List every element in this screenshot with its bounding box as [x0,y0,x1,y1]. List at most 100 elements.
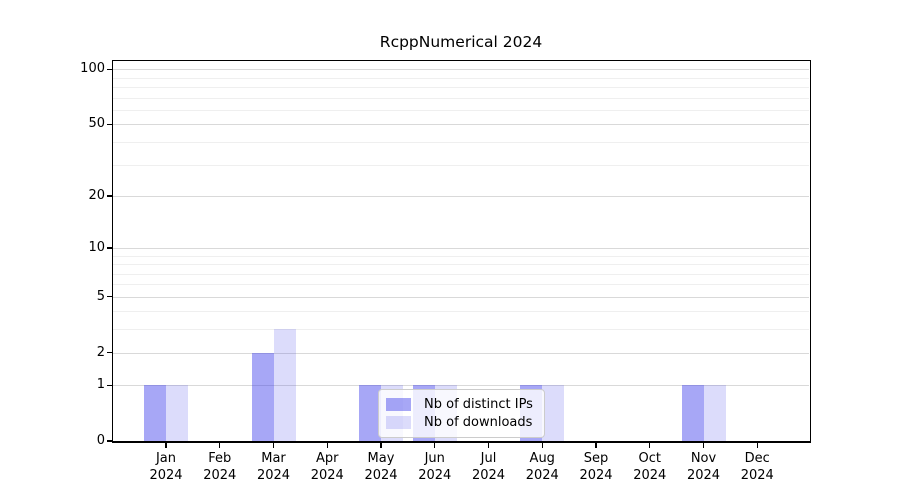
x-tick-year-dec: 2024 [740,467,774,483]
x-tick-mark-dec [756,442,758,448]
y-tick-mark-5 [106,296,113,298]
x-tick-label-apr: Apr 2024 [284,451,370,484]
x-tick-label-sep: Sep 2024 [553,451,639,484]
bar-distinct-ips-may [359,385,381,441]
x-tick-mark-jul [487,442,490,448]
x-tick-month-jul: Jul [480,451,497,466]
x-tick-year-feb: 2024 [203,467,237,483]
x-tick-year-jul: 2024 [471,467,506,483]
x-tick-label-feb: Feb 2024 [177,451,263,484]
x-tick-label-jul: Jul 2024 [446,451,532,484]
x-tick-month-oct: Oct [638,451,661,466]
x-tick-month-apr: Apr [316,451,339,466]
y-tick-label-5: 5 [96,288,105,304]
gridline-minor-80 [113,87,809,89]
gridline-minor-9 [113,255,809,257]
y-tick-mark-0 [106,440,113,442]
x-tick-year-jan: 2024 [149,467,183,483]
x-tick-year-nov: 2024 [686,467,721,483]
x-tick-label-nov: Nov 2024 [661,451,747,484]
x-tick-label-may: May 2024 [338,451,424,484]
y-tick-mark-10 [106,247,113,249]
x-tick-year-aug: 2024 [525,467,559,483]
legend-label-downloads: Nb of downloads [424,414,533,430]
x-tick-mark-mar [272,442,275,448]
x-tick-month-jan: Jan [155,451,177,466]
x-tick-month-dec: Dec [744,451,770,466]
x-tick-mark-feb [219,442,221,448]
plot-area [113,61,809,441]
x-tick-mark-sep [595,442,597,448]
x-tick-year-may: 2024 [364,467,398,483]
bar-distinct-ips-mar [251,352,274,441]
x-tick-year-jun: 2024 [418,467,452,483]
gridline-minor-8 [113,264,809,266]
x-tick-month-nov: Nov [690,451,717,466]
gridline-minor-4 [113,311,809,313]
gridline-minor-7 [113,273,809,275]
y-tick-mark-1 [106,384,113,386]
y-tick-label-2: 2 [96,344,105,360]
y-tick-label-10: 10 [88,239,105,255]
y-tick-label-1: 1 [96,377,105,393]
gridline-minor-60 [113,110,809,112]
x-tick-mark-aug [541,442,543,448]
gridline-major-1 [113,385,809,387]
x-tick-month-feb: Feb [208,451,232,466]
bar-downloads-nov [703,385,726,441]
x-tick-label-dec: Dec 2024 [714,451,800,484]
x-tick-year-mar: 2024 [256,467,291,483]
gridline-minor-70 [113,97,809,99]
legend-label-distinct-ips: Nb of distinct IPs [424,397,533,413]
x-tick-month-sep: Sep [583,451,609,466]
x-tick-mark-apr [326,442,328,448]
x-tick-mark-may [380,442,382,448]
x-tick-month-mar: Mar [261,451,286,466]
x-tick-label-aug: Aug 2024 [499,451,585,484]
x-tick-month-jun: Jun [424,451,445,466]
x-tick-label-oct: Oct 2024 [607,451,693,484]
x-tick-mark-oct [649,442,651,448]
y-tick-mark-50 [106,123,113,126]
chart-title: RcppNumerical 2024 [379,33,543,51]
bar-downloads-aug [542,385,565,441]
legend-item-distinct-ips: Nb of distinct IPs [386,396,538,414]
legend-swatch-distinct-ips [386,398,411,412]
bar-distinct-ips-nov [681,385,704,441]
legend-item-downloads: Nb of downloads [386,414,538,432]
x-tick-mark-jan [165,442,167,448]
gridline-major-10 [113,247,809,249]
x-tick-month-aug: Aug [529,451,555,466]
x-tick-year-oct: 2024 [633,467,667,483]
gridline-minor-90 [113,77,809,79]
gridline-major-2 [113,352,809,354]
gridline-major-100 [113,69,809,71]
gridline-minor-40 [113,142,809,144]
gridline-minor-6 [113,284,809,286]
gridline-minor-3 [113,329,809,331]
x-tick-year-sep: 2024 [579,467,613,483]
gridline-minor-30 [113,164,809,166]
x-tick-mark-jun [434,442,436,448]
y-tick-mark-20 [106,195,113,197]
y-tick-label-50: 50 [88,116,105,132]
legend-swatch-downloads [386,415,411,429]
gridline-major-20 [113,195,809,197]
y-tick-label-100: 100 [80,61,105,77]
y-tick-mark-2 [106,351,113,354]
y-tick-mark-100 [106,68,113,71]
x-tick-label-jun: Jun 2024 [392,451,478,484]
legend: Nb of distinct IPs Nb of downloads [378,389,545,438]
x-tick-label-mar: Mar 2024 [231,451,317,484]
x-tick-mark-nov [702,442,705,448]
gridline-major-5 [113,296,809,298]
x-tick-year-apr: 2024 [310,467,344,483]
y-tick-label-20: 20 [88,187,105,203]
y-tick-label-0: 0 [96,433,105,448]
bar-downloads-jan [166,385,188,441]
gridline-major-50 [113,124,809,126]
x-tick-label-jan: Jan 2024 [123,451,209,484]
bar-distinct-ips-jan [144,385,166,441]
x-tick-month-may: May [367,451,395,466]
